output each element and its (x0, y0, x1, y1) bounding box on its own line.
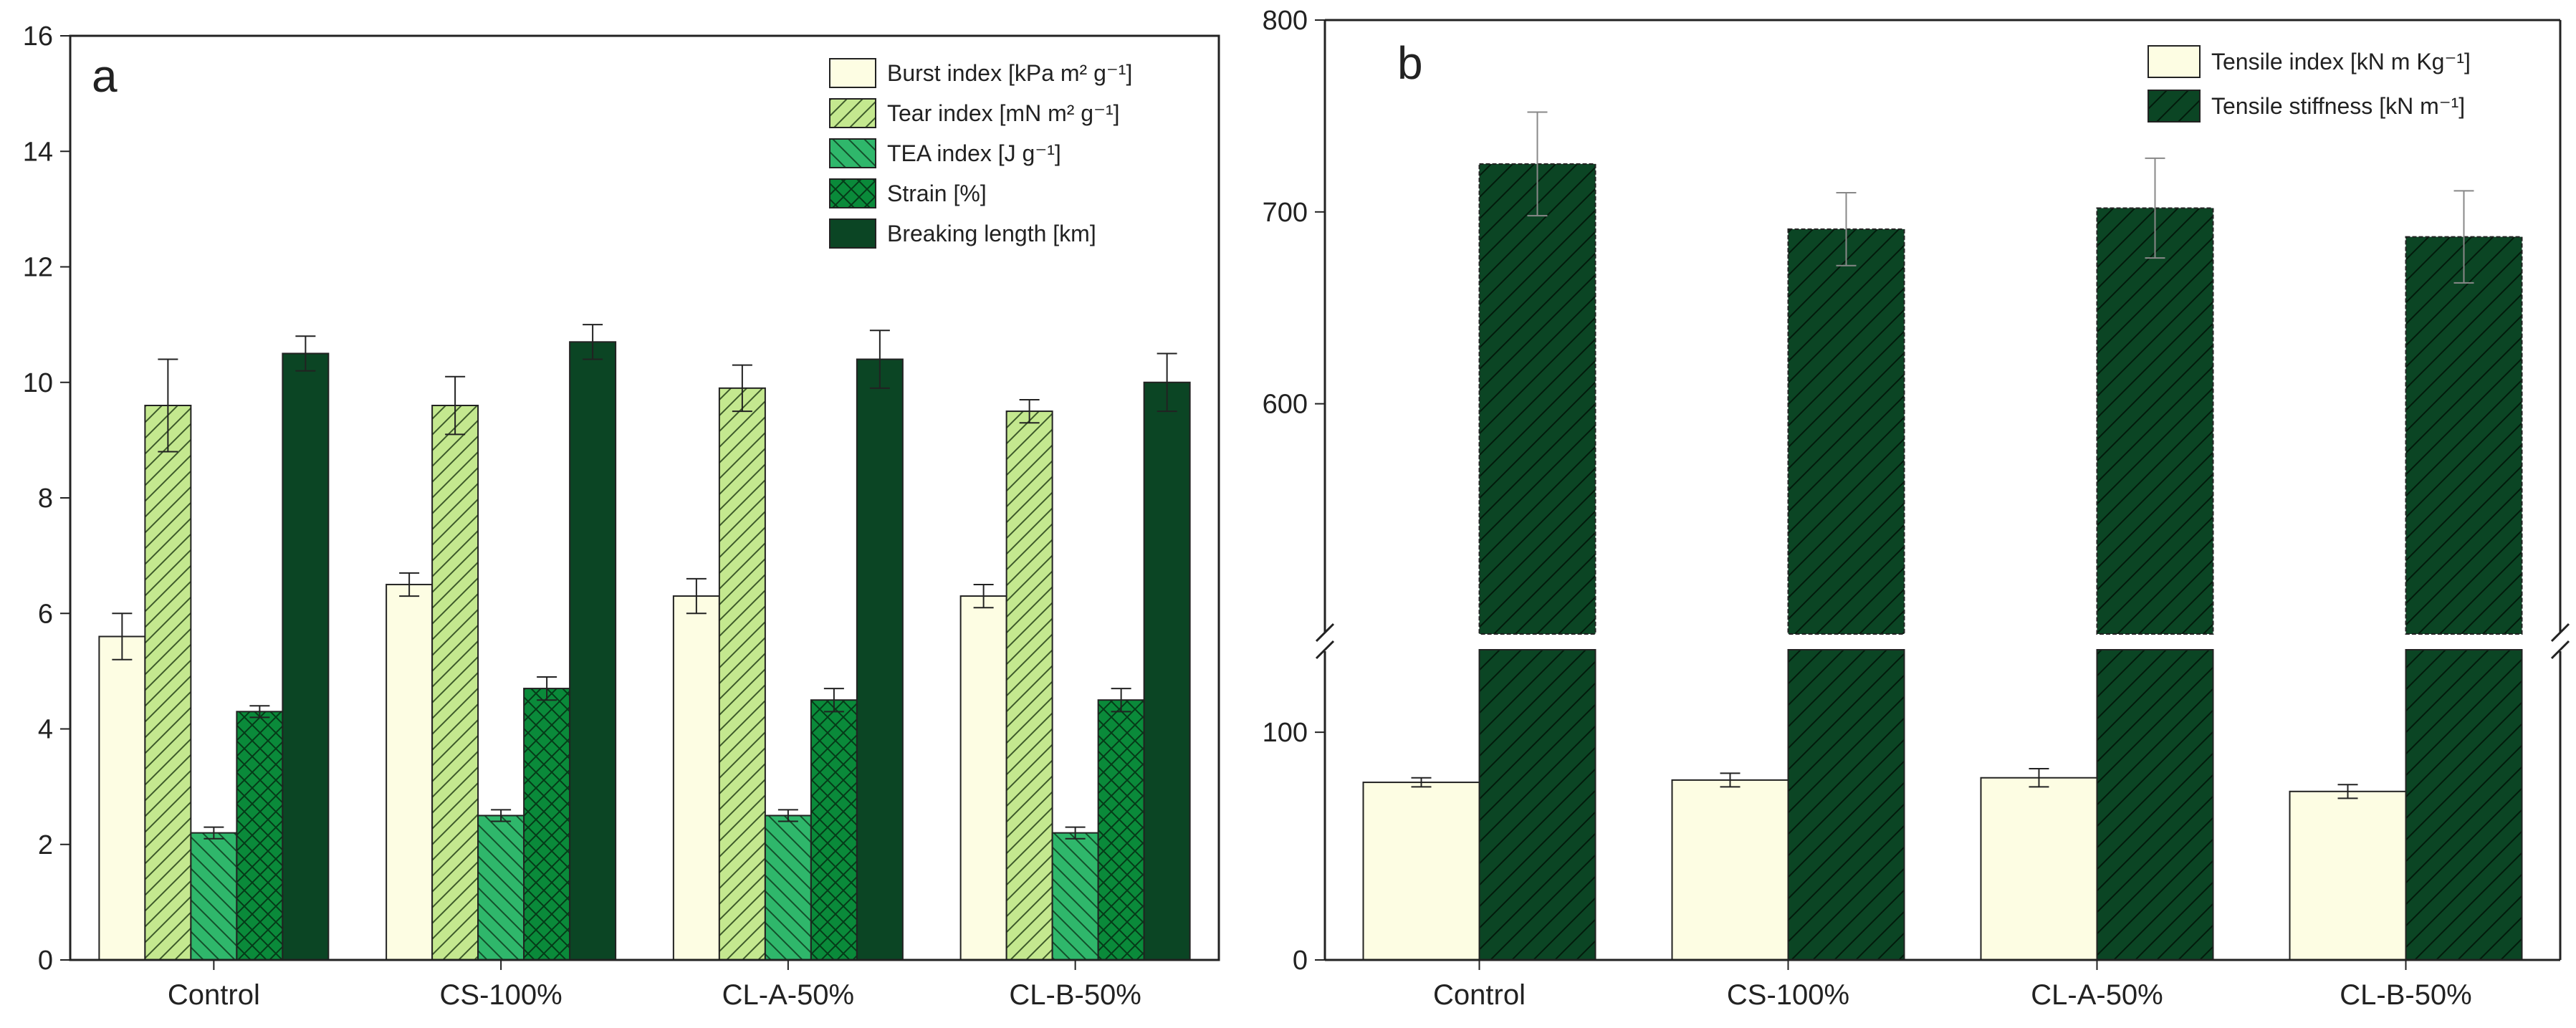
x-tick-label: CS-100% (1727, 979, 1849, 1011)
bar (1097, 699, 1145, 961)
bar (718, 387, 766, 961)
legend-label: Burst index [kPa m² g⁻¹] (887, 60, 1132, 86)
plot-frame-b (1315, 19, 2570, 961)
y-tick-label: 0 (1293, 946, 1308, 976)
axis-break-mark (2550, 623, 2570, 643)
x-tick-label: Control (1433, 979, 1526, 1011)
bar-lower-segment (2096, 649, 2214, 961)
legend-label: Breaking length [km] (887, 221, 1096, 246)
legend-a: Burst index [kPa m² g⁻¹] Tear index [mN m… (829, 58, 1132, 249)
bar (144, 405, 192, 961)
bar (1478, 163, 1596, 635)
y-tick-label: 10 (23, 368, 53, 398)
axis-break-mark (1315, 640, 1335, 660)
bar (569, 341, 617, 961)
bar (282, 352, 330, 961)
x-tick-label: Control (168, 979, 260, 1011)
y-tick-label: 2 (38, 830, 53, 860)
bar (386, 583, 434, 961)
legend-swatch (2148, 90, 2201, 123)
panel-a: 0 2 4 6 8 10 12 14 16 Control CS-100% CL-A-50% CL-B… (23, 21, 1220, 1011)
y-tick-label: 100 (1263, 718, 1308, 748)
bar (764, 815, 812, 961)
legend-swatch (829, 138, 876, 168)
y-tick-label: 12 (23, 253, 53, 283)
bar (856, 358, 904, 961)
y-tick-label: 600 (1263, 390, 1308, 420)
legend-swatch (829, 178, 876, 208)
panel-label-a: a (92, 50, 118, 102)
bar (477, 815, 525, 961)
bar (190, 832, 238, 961)
x-tick-label: CL-A-50% (722, 979, 855, 1011)
bar (2096, 207, 2214, 635)
y-tick-label: 6 (38, 599, 53, 629)
x-tick-label: CL-B-50% (2340, 979, 2472, 1011)
x-tick-label: CL-B-50% (1009, 979, 1141, 1011)
legend-swatch (829, 58, 876, 88)
axis-break-mark (1315, 623, 1335, 643)
bar-lower-segment (1478, 649, 1596, 961)
bar (431, 405, 479, 961)
bar (1980, 777, 2098, 961)
y-tick-label: 700 (1263, 198, 1308, 228)
y-tick-label: 14 (23, 137, 53, 167)
legend-label: Tear index [mN m² g⁻¹] (887, 100, 1120, 126)
x-tick-label: CL-A-50% (2031, 979, 2163, 1011)
legend-label: Tensile stiffness [kN m⁻¹] (2211, 93, 2465, 119)
legend-label: Tensile index [kN m Kg⁻¹] (2211, 49, 2471, 75)
bar (959, 595, 1007, 961)
panel-b: 0 100 600 700 800 Control CS-100% CL-A-50% CL-B… (1263, 6, 2570, 1011)
y-tick-label: 800 (1263, 6, 1308, 36)
axis-break-mark (2550, 640, 2570, 660)
bar (810, 699, 858, 961)
bar (1787, 228, 1905, 635)
bar (236, 711, 284, 961)
legend-swatch (829, 98, 876, 128)
y-tick-label: 16 (23, 21, 53, 52)
legend-label: TEA index [J g⁻¹] (887, 140, 1061, 166)
bar (2289, 790, 2407, 961)
legend-b: Tensile index [kN m Kg⁻¹] Tensile stiffne… (2148, 45, 2471, 123)
bar-lower-segment (1787, 649, 1905, 961)
bar (98, 635, 146, 961)
bar (1143, 381, 1191, 961)
bar (2405, 236, 2523, 635)
legend-label: Strain [%] (887, 181, 987, 206)
legend-swatch (2148, 45, 2201, 78)
bar-lower-segment (2405, 649, 2523, 961)
bar (1005, 410, 1053, 961)
bar (672, 595, 720, 961)
panel-label-b: b (1397, 37, 1423, 89)
bar (523, 688, 571, 961)
bar (1362, 782, 1480, 961)
bar (1671, 779, 1789, 961)
x-tick-label: CS-100% (440, 979, 562, 1011)
y-tick-label: 4 (38, 715, 53, 745)
y-tick-label: 8 (38, 484, 53, 514)
y-tick-label: 0 (38, 946, 53, 976)
bar (1051, 832, 1099, 961)
legend-swatch (829, 218, 876, 249)
